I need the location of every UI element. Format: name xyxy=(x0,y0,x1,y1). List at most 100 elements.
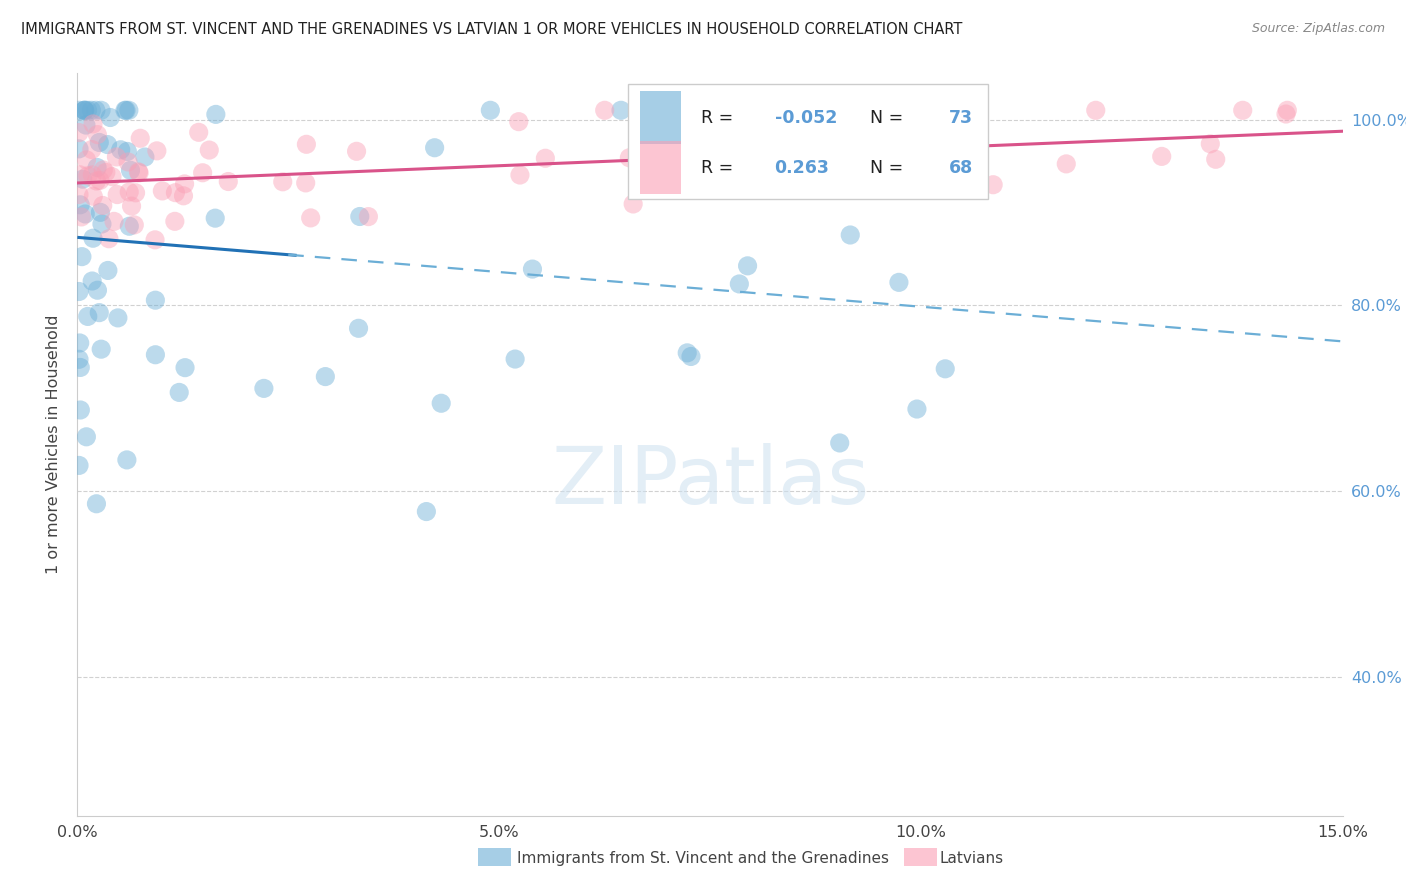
Point xyxy=(89,305,111,319)
Point xyxy=(72,172,94,186)
Point xyxy=(299,211,322,225)
Point xyxy=(80,103,103,118)
Point xyxy=(128,166,150,180)
Point xyxy=(508,114,530,128)
Point xyxy=(73,103,96,118)
Point xyxy=(593,103,616,118)
Point xyxy=(905,402,928,417)
Point xyxy=(90,342,112,356)
Point xyxy=(105,187,128,202)
Text: R =: R = xyxy=(702,159,744,177)
Point xyxy=(920,149,942,163)
Point xyxy=(91,163,114,178)
Point xyxy=(876,153,898,168)
Point xyxy=(70,250,93,264)
Point xyxy=(118,219,141,234)
Point xyxy=(1084,103,1107,118)
Text: -0.052: -0.052 xyxy=(775,109,837,127)
FancyBboxPatch shape xyxy=(641,141,681,194)
Point xyxy=(76,169,98,183)
Point xyxy=(610,103,633,118)
Point xyxy=(118,103,141,118)
Point xyxy=(90,103,112,118)
Point xyxy=(82,168,104,182)
Point xyxy=(503,352,526,367)
Point xyxy=(921,127,943,141)
Point xyxy=(204,211,226,226)
Point xyxy=(752,145,775,159)
Point xyxy=(349,210,371,224)
Point xyxy=(198,143,221,157)
Point xyxy=(129,131,152,145)
Point xyxy=(89,205,111,219)
Point xyxy=(787,153,810,168)
Point xyxy=(883,110,905,124)
Point xyxy=(347,321,370,335)
Point xyxy=(82,189,104,203)
FancyBboxPatch shape xyxy=(628,84,988,200)
Point xyxy=(534,151,557,165)
Point xyxy=(86,174,108,188)
Point xyxy=(96,137,118,152)
Point xyxy=(205,107,228,121)
Point xyxy=(679,350,702,364)
Point xyxy=(887,276,910,290)
Point xyxy=(174,360,197,375)
Point xyxy=(737,259,759,273)
Point xyxy=(69,198,91,212)
Text: 73: 73 xyxy=(949,109,973,127)
Point xyxy=(839,227,862,242)
Point xyxy=(75,430,97,444)
Point xyxy=(69,335,91,350)
Point xyxy=(1277,103,1299,118)
Point xyxy=(82,274,104,288)
Point xyxy=(91,217,114,231)
Point xyxy=(73,103,96,118)
Point xyxy=(522,262,544,277)
Point xyxy=(67,126,90,140)
Point xyxy=(114,103,136,118)
Point xyxy=(124,186,146,200)
Point xyxy=(167,385,190,400)
Point xyxy=(295,137,318,152)
Point xyxy=(110,143,132,157)
Point xyxy=(117,145,139,159)
Point xyxy=(163,214,186,228)
Point xyxy=(294,176,316,190)
Point xyxy=(115,453,138,467)
Point xyxy=(94,165,117,179)
Point xyxy=(67,187,90,202)
Point xyxy=(67,142,90,156)
Point xyxy=(75,153,97,167)
Point xyxy=(479,103,502,118)
Text: 68: 68 xyxy=(949,159,973,177)
Point xyxy=(146,144,169,158)
Point xyxy=(86,128,108,142)
Point xyxy=(191,166,214,180)
Point xyxy=(101,169,124,184)
Point xyxy=(165,186,187,200)
Point xyxy=(357,210,380,224)
Point xyxy=(89,136,111,150)
Point xyxy=(619,151,641,165)
Point xyxy=(107,310,129,325)
Point xyxy=(127,165,149,179)
Point xyxy=(621,197,644,211)
Point xyxy=(118,185,141,199)
Point xyxy=(752,179,775,194)
Point xyxy=(314,369,336,384)
Point xyxy=(846,158,869,172)
Point xyxy=(738,103,761,118)
Point xyxy=(84,103,107,118)
Point xyxy=(82,117,104,131)
Text: 0.263: 0.263 xyxy=(775,159,830,177)
Point xyxy=(253,381,276,395)
Point xyxy=(89,173,111,187)
Point xyxy=(97,263,120,277)
Point xyxy=(423,141,446,155)
Point xyxy=(70,210,93,224)
Point xyxy=(98,111,121,125)
Point xyxy=(346,145,368,159)
Point xyxy=(69,168,91,182)
Point xyxy=(981,178,1004,192)
